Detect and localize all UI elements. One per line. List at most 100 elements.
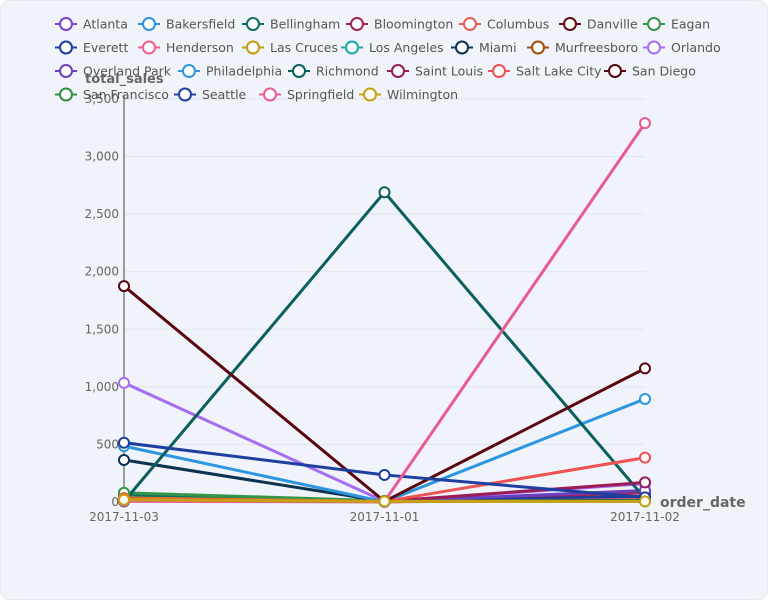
- legend-swatch-marker: [247, 42, 259, 54]
- legend-swatch-marker: [60, 89, 72, 101]
- legend-label: Bellingham: [270, 17, 340, 32]
- legend-item[interactable]: Wilmington: [359, 87, 458, 102]
- legend-label: Bakersfield: [166, 17, 235, 32]
- legend-item[interactable]: Eagan: [643, 17, 710, 32]
- data-point[interactable]: [640, 477, 650, 487]
- legend-item[interactable]: Philadelphia: [178, 64, 282, 79]
- y-tick-label: 500: [96, 437, 119, 451]
- legend-swatch-marker: [351, 18, 363, 30]
- legend-label: Overland Park: [83, 64, 172, 79]
- data-point[interactable]: [380, 496, 390, 506]
- legend-label: Atlanta: [83, 17, 128, 32]
- series-line-15: [124, 399, 645, 502]
- series-line-13: [124, 383, 645, 502]
- legend-swatch-marker: [648, 18, 660, 30]
- legend-item[interactable]: Salt Lake City: [488, 64, 602, 79]
- series-points: [119, 118, 650, 507]
- legend-item[interactable]: Miami: [451, 40, 517, 55]
- legend-item[interactable]: Everett: [55, 40, 128, 55]
- x-tick-label: 2017-11-01: [350, 510, 420, 524]
- y-tick-label: 3,000: [85, 150, 119, 164]
- legend-item[interactable]: Murfreesboro: [527, 40, 638, 55]
- legend-swatch-marker: [264, 89, 276, 101]
- legend-label: Eagan: [671, 17, 710, 32]
- data-point[interactable]: [119, 455, 129, 465]
- data-point[interactable]: [119, 378, 129, 388]
- grid-lines: [124, 99, 645, 444]
- legend-swatch-marker: [183, 65, 195, 77]
- legend-label: Richmond: [316, 64, 379, 79]
- legend-swatch-marker: [247, 18, 259, 30]
- data-point[interactable]: [380, 187, 390, 197]
- data-point[interactable]: [640, 453, 650, 463]
- legend-label: Columbus: [487, 17, 549, 32]
- legend-item[interactable]: Bloomington: [346, 17, 453, 32]
- data-point[interactable]: [640, 118, 650, 128]
- legend-label: San Diego: [632, 64, 696, 79]
- legend-item[interactable]: Columbus: [459, 17, 549, 32]
- data-point[interactable]: [640, 363, 650, 373]
- legend-item[interactable]: Atlanta: [55, 17, 128, 32]
- legend-label: Seattle: [202, 87, 247, 102]
- legend-swatch-marker: [60, 18, 72, 30]
- x-tick-label: 2017-11-03: [89, 510, 159, 524]
- legend-label: Philadelphia: [206, 64, 282, 79]
- legend-item[interactable]: San Diego: [604, 64, 696, 79]
- legend-label: Las Cruces: [270, 40, 338, 55]
- legend-swatch-marker: [564, 18, 576, 30]
- y-tick-label: 1,000: [85, 380, 119, 394]
- legend-item[interactable]: Danville: [559, 17, 638, 32]
- y-tick-label: 1,500: [85, 322, 119, 336]
- legend-swatch-marker: [609, 65, 621, 77]
- data-point[interactable]: [119, 281, 129, 291]
- data-point[interactable]: [380, 470, 390, 480]
- legend-label: Orlando: [671, 40, 721, 55]
- legend-item[interactable]: Los Angeles: [341, 40, 444, 55]
- legend-label: San Francisco: [83, 87, 169, 102]
- legend-label: Salt Lake City: [516, 64, 602, 79]
- legend-label: Danville: [587, 17, 638, 32]
- x-tick-label: 2017-11-02: [610, 510, 680, 524]
- x-axis: 2017-11-03 2017-11-01 2017-11-02: [89, 510, 680, 524]
- legend-swatch-marker: [648, 42, 660, 54]
- legend-item[interactable]: Richmond: [288, 64, 379, 79]
- legend-swatch-marker: [143, 42, 155, 54]
- legend-swatch-marker: [456, 42, 468, 54]
- legend: Atlanta Bakersfield Bellingham Bloomington C…: [55, 17, 721, 103]
- y-tick-label: 2,000: [85, 265, 119, 279]
- y-tick-label: 2,500: [85, 207, 119, 221]
- legend-swatch-marker: [60, 65, 72, 77]
- legend-swatch-marker: [493, 65, 505, 77]
- series-lines: [124, 123, 645, 502]
- data-point[interactable]: [640, 496, 650, 506]
- legend-swatch-marker: [346, 42, 358, 54]
- legend-item[interactable]: Overland Park: [55, 64, 172, 79]
- data-point[interactable]: [119, 495, 129, 505]
- legend-swatch-marker: [60, 42, 72, 54]
- legend-label: Wilmington: [387, 87, 458, 102]
- legend-swatch-marker: [179, 89, 191, 101]
- legend-item[interactable]: San Francisco: [55, 87, 169, 102]
- legend-item[interactable]: Las Cruces: [242, 40, 338, 55]
- data-point[interactable]: [640, 394, 650, 404]
- y-tick-label: 0: [111, 495, 119, 509]
- legend-item[interactable]: Orlando: [643, 40, 721, 55]
- legend-item[interactable]: Henderson: [138, 40, 234, 55]
- legend-label: Saint Louis: [415, 64, 483, 79]
- legend-label: Murfreesboro: [555, 40, 638, 55]
- legend-item[interactable]: Bakersfield: [138, 17, 235, 32]
- legend-label: Bloomington: [374, 17, 453, 32]
- legend-swatch-marker: [392, 65, 404, 77]
- legend-item[interactable]: Springfield: [259, 87, 354, 102]
- legend-label: Springfield: [287, 87, 354, 102]
- legend-swatch-marker: [364, 89, 376, 101]
- legend-label: Everett: [83, 40, 128, 55]
- data-point[interactable]: [119, 438, 129, 448]
- legend-label: Miami: [479, 40, 517, 55]
- legend-item[interactable]: Bellingham: [242, 17, 340, 32]
- legend-item[interactable]: Saint Louis: [387, 64, 483, 79]
- legend-swatch-marker: [532, 42, 544, 54]
- legend-item[interactable]: Seattle: [174, 87, 247, 102]
